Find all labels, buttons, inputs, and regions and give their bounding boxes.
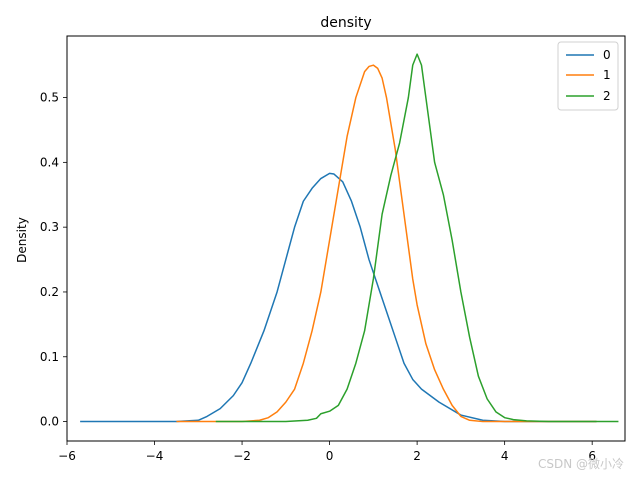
legend-entry-0: 0 <box>566 48 611 62</box>
y-tick-label: 0.4 <box>40 155 59 169</box>
series-line-1 <box>176 64 597 423</box>
y-tick-label: 0.3 <box>40 220 59 234</box>
x-tick-label: 2 <box>413 449 421 463</box>
x-tick-label: −6 <box>58 449 76 463</box>
series-line-2 <box>215 53 619 423</box>
y-axis-ticks: 0.0 0.1 0.2 0.3 0.4 0.5 <box>40 91 67 429</box>
legend: 0 1 2 <box>557 41 619 111</box>
y-tick-label: 0.1 <box>40 350 59 364</box>
y-tick-label: 0.5 <box>40 91 59 105</box>
x-tick-label: 4 <box>501 449 509 463</box>
legend-entry-1: 1 <box>566 68 611 82</box>
x-axis-ticks: −6 −4 −2 0 2 4 6 <box>58 441 596 463</box>
chart-title: density <box>320 15 371 31</box>
watermark: CSDN @微小冷 <box>537 457 624 471</box>
legend-label-0: 0 <box>603 48 611 62</box>
legend-label-2: 2 <box>603 89 611 103</box>
y-tick-label: 0.0 <box>40 415 59 429</box>
x-tick-label: 0 <box>326 449 334 463</box>
plot-frame <box>66 35 626 442</box>
legend-label-1: 1 <box>603 68 611 82</box>
y-axis-label: Density <box>15 217 29 263</box>
x-tick-label: 6 <box>588 449 596 463</box>
series-line-0 <box>80 172 597 423</box>
y-tick-label: 0.2 <box>40 285 59 299</box>
series-layer <box>80 53 619 423</box>
x-tick-label: −4 <box>146 449 164 463</box>
legend-entry-2: 2 <box>566 89 611 103</box>
legend-box <box>557 41 619 111</box>
x-tick-label: −2 <box>233 449 251 463</box>
